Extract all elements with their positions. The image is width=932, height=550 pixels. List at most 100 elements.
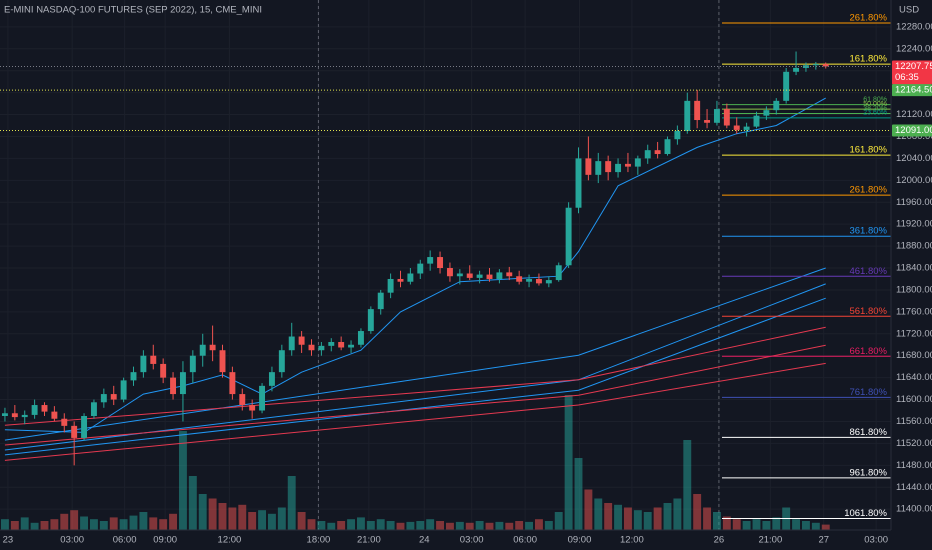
volume-bar bbox=[139, 512, 148, 530]
candle-body bbox=[51, 411, 58, 419]
y-tick-label: 11560.00 bbox=[896, 416, 932, 427]
volume-bar bbox=[712, 512, 721, 530]
volume-bar bbox=[159, 519, 168, 530]
volume-bar bbox=[40, 521, 49, 530]
candle-body bbox=[526, 278, 533, 282]
moving-average bbox=[4, 267, 826, 441]
candle-body bbox=[219, 350, 226, 373]
volume-bar bbox=[554, 512, 563, 530]
price-badge bbox=[892, 84, 932, 97]
candle-body bbox=[298, 336, 305, 345]
volume-bar bbox=[307, 519, 316, 530]
candle-body bbox=[674, 130, 681, 140]
candle-body bbox=[664, 139, 671, 155]
candle-body bbox=[733, 125, 740, 130]
y-tick-label: 12040.00 bbox=[896, 153, 932, 164]
y-tick-label: 11480.00 bbox=[896, 460, 932, 471]
moving-average bbox=[4, 344, 826, 446]
fib-label: 361.80% bbox=[849, 226, 887, 237]
volume-bar bbox=[149, 517, 158, 530]
candle-body bbox=[81, 415, 88, 438]
volume-bar bbox=[0, 519, 9, 530]
x-tick-label: 09:00 bbox=[568, 535, 592, 546]
candle-body bbox=[140, 355, 147, 373]
candle-body bbox=[545, 280, 552, 284]
volume-bar bbox=[742, 521, 751, 530]
candle-body bbox=[120, 380, 127, 400]
volume-bar bbox=[663, 503, 672, 530]
candle-body bbox=[278, 350, 285, 373]
y-tick-label: 12080.00 bbox=[896, 131, 932, 142]
candle-body bbox=[793, 67, 800, 72]
fib-label: 861.80% bbox=[849, 427, 887, 438]
volume-bar bbox=[70, 510, 79, 530]
volume-bar bbox=[801, 521, 810, 530]
chart-title: E-MINI NASDAQ-100 FUTURES (SEP 2022), 15… bbox=[4, 5, 262, 16]
candle-body bbox=[783, 71, 790, 101]
y-tick-label: 12240.00 bbox=[896, 43, 932, 54]
candle-body bbox=[407, 273, 414, 282]
candles bbox=[1, 51, 829, 466]
candle-body bbox=[456, 273, 463, 277]
y-tick-label: 11400.00 bbox=[896, 504, 932, 515]
candle-body bbox=[763, 110, 770, 116]
volume-bar bbox=[356, 517, 365, 530]
fib-label: 661.80% bbox=[849, 346, 887, 357]
candle-body bbox=[585, 158, 592, 175]
fib-label: 261.80% bbox=[849, 13, 887, 24]
candle-body bbox=[328, 342, 335, 346]
candle-body bbox=[338, 342, 345, 348]
fib-label: 261.80% bbox=[849, 185, 887, 196]
x-tick-label: 03:00 bbox=[60, 535, 84, 546]
candle-body bbox=[318, 345, 325, 351]
volume-bar bbox=[277, 507, 286, 530]
candle-body bbox=[704, 120, 711, 123]
candle-body bbox=[773, 100, 780, 111]
candle-body bbox=[199, 344, 206, 356]
volume-bar bbox=[614, 504, 623, 530]
x-tick-label: 18:00 bbox=[307, 535, 331, 546]
fib-label: 23.60% bbox=[863, 110, 887, 117]
fib-label: 50.00% bbox=[863, 101, 887, 108]
candle-body bbox=[802, 65, 809, 68]
y-tick-label: 11520.00 bbox=[896, 438, 932, 449]
volume-bar bbox=[396, 522, 405, 530]
volume-bar bbox=[80, 516, 89, 530]
volume-bar bbox=[811, 522, 820, 530]
volume-bar bbox=[821, 524, 830, 530]
candle-body bbox=[259, 385, 266, 411]
volume-bar bbox=[258, 510, 267, 530]
candle-body bbox=[11, 413, 18, 418]
fib-label: 161.80% bbox=[849, 145, 887, 156]
volume-bar bbox=[633, 510, 642, 530]
volume-bar bbox=[604, 503, 613, 530]
y-tick-label: 11920.00 bbox=[896, 219, 932, 230]
candle-body bbox=[624, 163, 631, 167]
candle-body bbox=[535, 278, 542, 284]
volume-bar bbox=[416, 521, 425, 530]
volume-bar bbox=[129, 515, 138, 530]
candle-body bbox=[150, 355, 157, 364]
volume-bar bbox=[762, 521, 771, 530]
candle-body bbox=[437, 257, 444, 269]
x-tick-label: 12:00 bbox=[218, 535, 242, 546]
volume-bar bbox=[426, 519, 435, 530]
candle-body bbox=[516, 276, 523, 282]
price-badge bbox=[892, 124, 932, 137]
volume-bar bbox=[347, 519, 356, 530]
volume-bar bbox=[366, 521, 375, 530]
volume-bar bbox=[623, 507, 632, 530]
volume-bar bbox=[475, 521, 484, 530]
candle-body bbox=[130, 372, 137, 381]
y-tick-label: 11720.00 bbox=[896, 328, 932, 339]
y-tick-label: 11840.00 bbox=[896, 263, 932, 274]
y-tick-label: 11680.00 bbox=[896, 350, 932, 361]
candle-body bbox=[387, 278, 394, 293]
candle-body bbox=[209, 344, 216, 351]
candle-body bbox=[427, 257, 434, 264]
y-tick-label: 11600.00 bbox=[896, 394, 932, 405]
candle-body bbox=[179, 372, 186, 395]
volume-bar bbox=[455, 521, 464, 530]
